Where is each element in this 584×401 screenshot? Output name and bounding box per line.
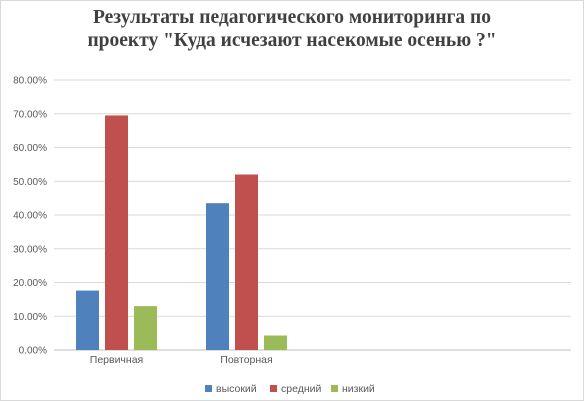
y-tick-label: 20.00% xyxy=(13,278,47,289)
x-category-label: Повторная xyxy=(220,354,272,366)
y-tick-label: 30.00% xyxy=(13,244,47,255)
y-tick-label: 60.00% xyxy=(13,143,47,154)
legend-label-средний: средний xyxy=(281,383,321,395)
y-tick-label: 40.00% xyxy=(13,211,47,222)
y-axis-tick-labels: 0.00% 10.00% 20.00% 30.00% 40.00% 50.00% 60.00… xyxy=(13,76,47,357)
y-tick-label: 80.00% xyxy=(13,76,47,87)
bar-высокий-Первичная xyxy=(76,290,99,350)
gridlines xyxy=(54,79,571,351)
y-tick-label: 0.00% xyxy=(19,346,47,357)
x-axis-category-labels: Первичная Повторная xyxy=(90,354,273,366)
legend: высокий средний низкий xyxy=(205,383,375,395)
y-tick-label: 70.00% xyxy=(13,109,47,120)
legend-label-высокий: высокий xyxy=(216,383,257,395)
bar-высокий-Повторная xyxy=(206,203,229,350)
chart-title: Результаты педагогического мониторинга п… xyxy=(0,6,584,52)
chart-title-line-1: Результаты педагогического мониторинга п… xyxy=(92,7,492,28)
chart-title-line-2: проекту "Куда исчезают насекомые осенью … xyxy=(87,30,497,51)
legend-label-низкий: низкий xyxy=(342,383,375,395)
bars xyxy=(76,115,287,350)
legend-swatch-низкий xyxy=(331,385,338,392)
bar-средний-Первичная xyxy=(105,115,128,350)
bar-средний-Повторная xyxy=(235,174,258,350)
y-tick-label: 10.00% xyxy=(13,312,47,323)
legend-swatch-высокий xyxy=(205,385,212,392)
x-category-label: Первичная xyxy=(90,354,143,366)
y-tick-label: 50.00% xyxy=(13,177,47,188)
bar-низкий-Повторная xyxy=(264,335,287,350)
bar-низкий-Первичная xyxy=(134,306,157,350)
legend-swatch-средний xyxy=(270,385,277,392)
